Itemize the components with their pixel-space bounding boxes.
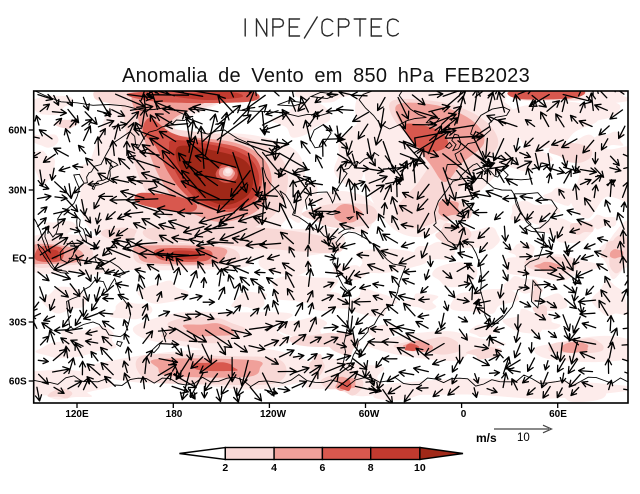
- svg-text:120E: 120E: [65, 409, 89, 420]
- svg-text:30N: 30N: [8, 186, 26, 197]
- svg-text:8: 8: [368, 462, 374, 474]
- svg-text:60N: 60N: [8, 126, 26, 137]
- svg-text:30S: 30S: [9, 318, 27, 329]
- svg-text:180: 180: [166, 409, 183, 420]
- svg-text:0: 0: [461, 409, 467, 420]
- svg-text:120W: 120W: [260, 409, 287, 420]
- svg-text:60W: 60W: [359, 409, 380, 420]
- svg-text:2: 2: [222, 462, 228, 474]
- svg-text:6: 6: [319, 462, 325, 474]
- svg-text:Anomalia de Vento em 850 hPa F: Anomalia de Vento em 850 hPa FEB2023: [122, 65, 530, 87]
- svg-text:60E: 60E: [549, 409, 567, 420]
- svg-text:60S: 60S: [9, 377, 27, 388]
- svg-text:10: 10: [517, 432, 530, 444]
- svg-text:4: 4: [271, 462, 277, 474]
- svg-text:EQ: EQ: [12, 254, 27, 265]
- svg-text:10: 10: [414, 462, 426, 474]
- svg-text:m/s: m/s: [476, 431, 497, 445]
